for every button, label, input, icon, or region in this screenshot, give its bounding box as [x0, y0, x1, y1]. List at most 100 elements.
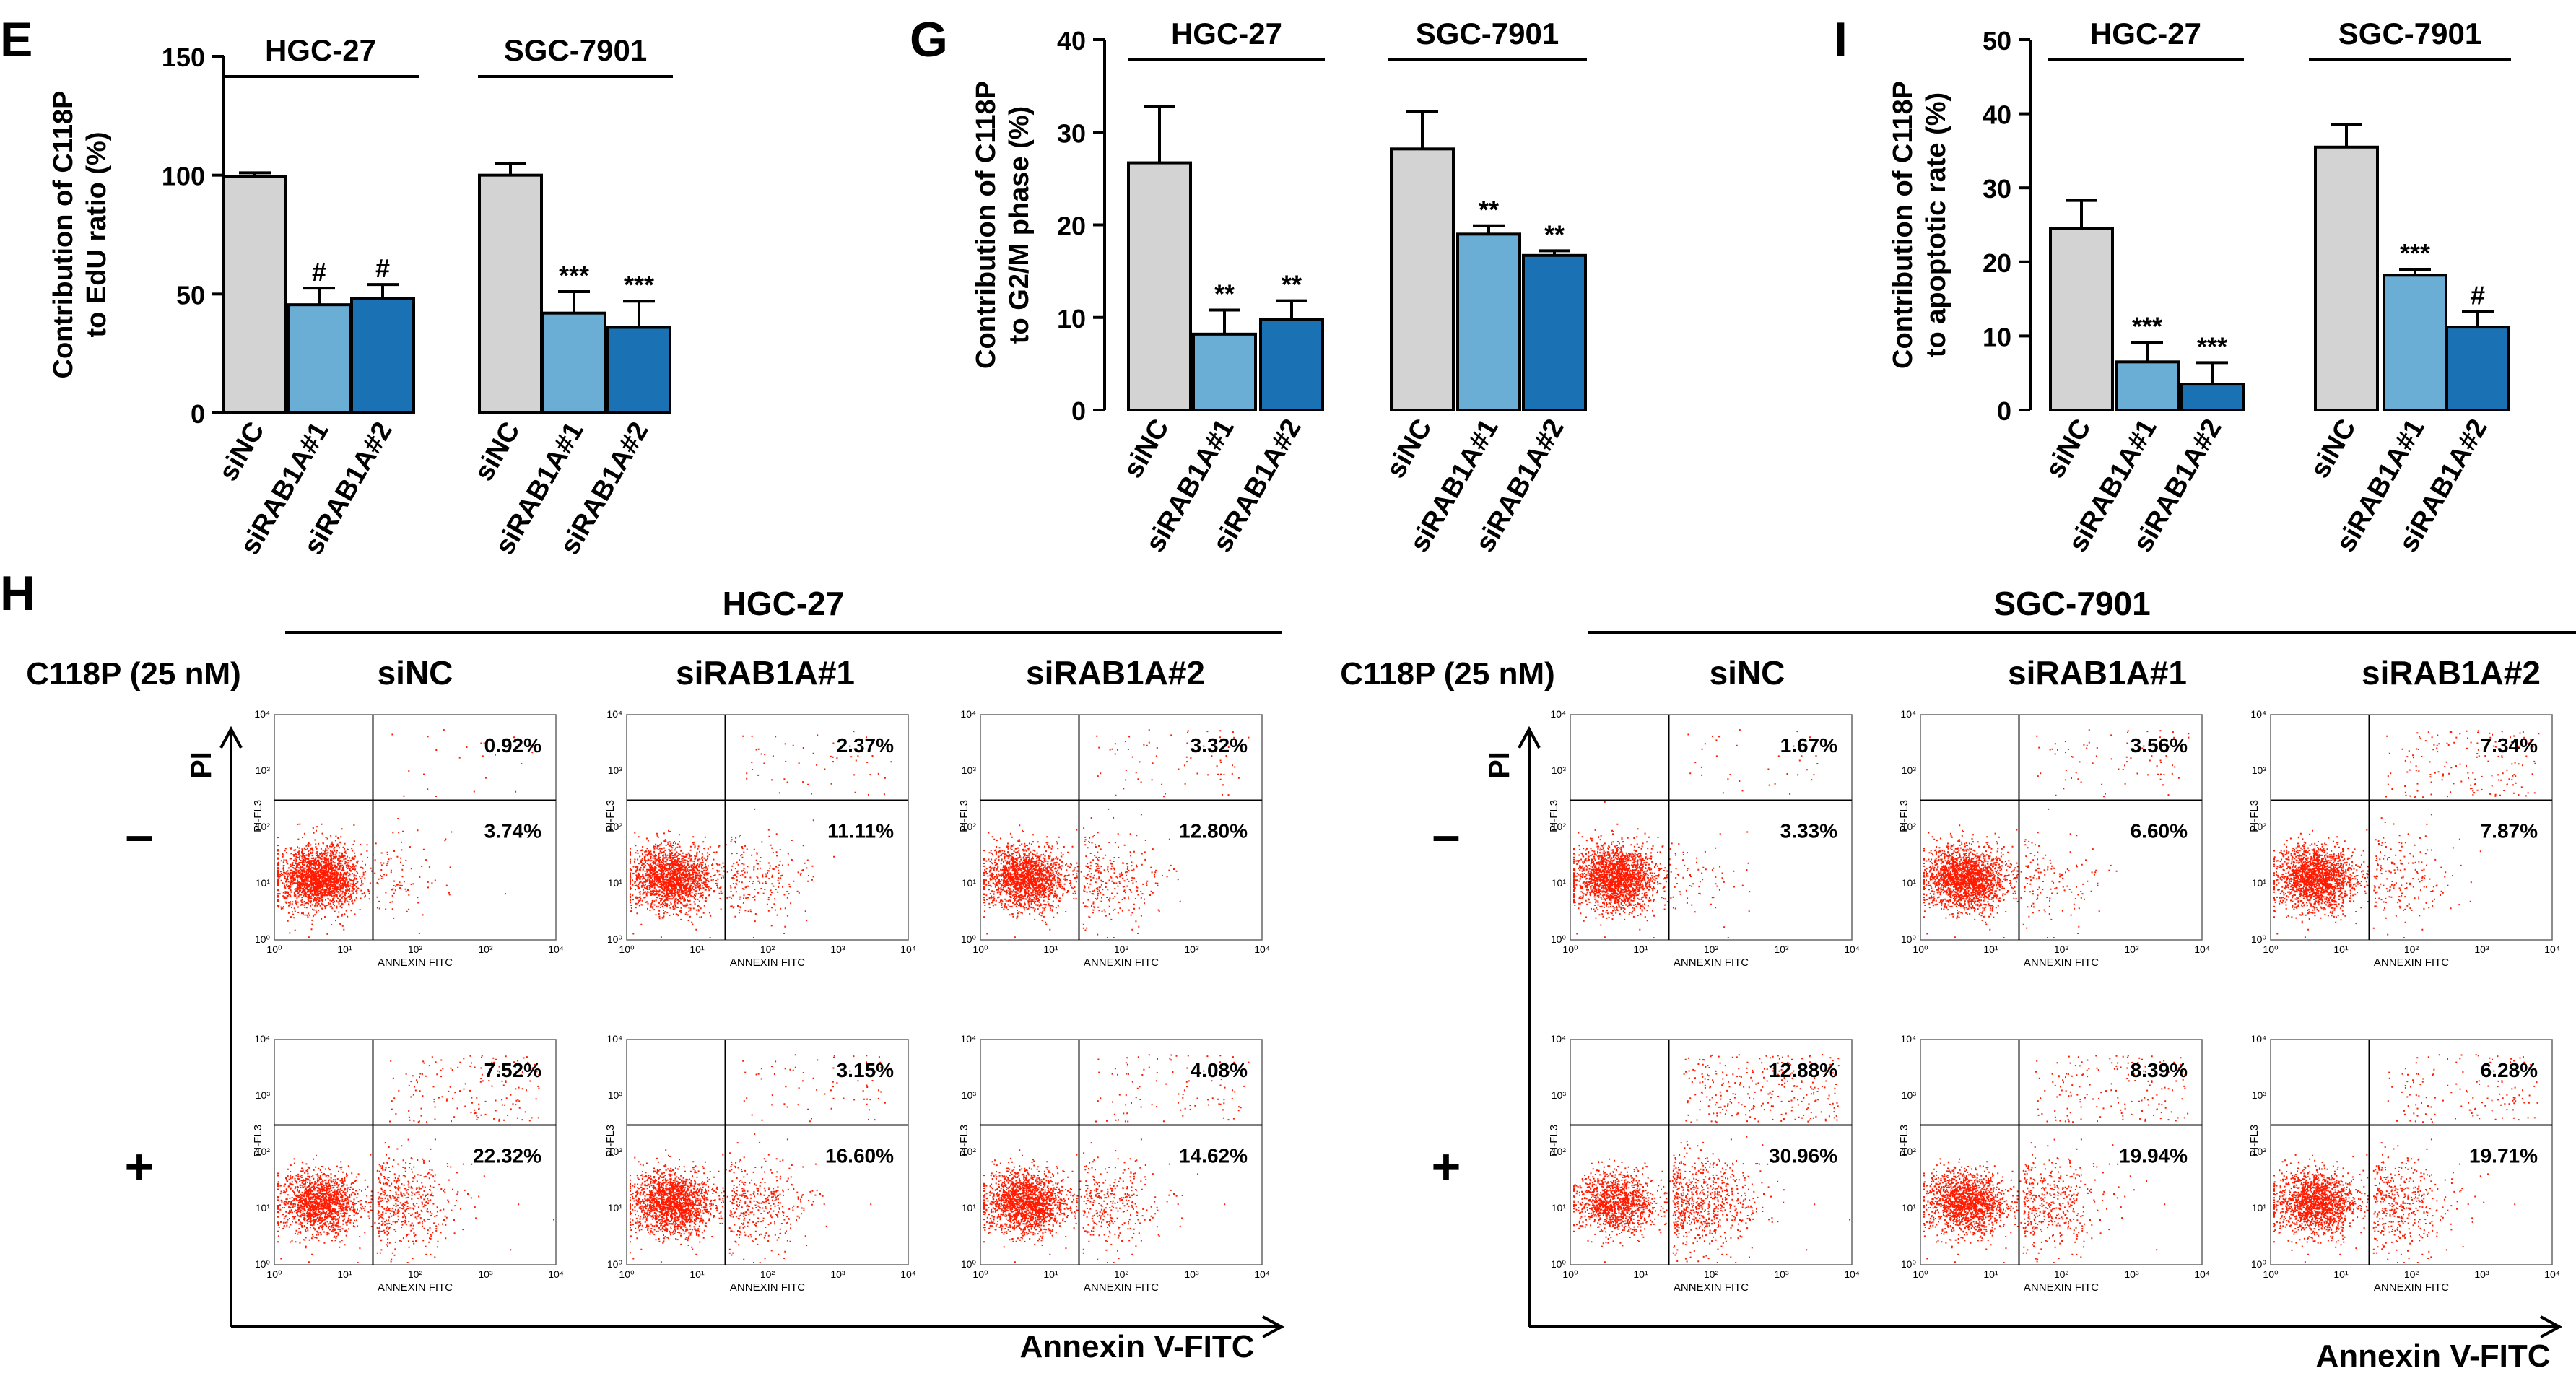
mini-y-tick: 10⁰: [2251, 933, 2267, 945]
mini-y-tick: 10⁰: [1551, 1258, 1567, 1270]
mini-y-label: PI-FL3: [604, 800, 617, 832]
mini-x-tick: 10³: [830, 944, 845, 955]
mini-y-tick: 10¹: [1902, 1202, 1917, 1214]
mini-y-tick: 10¹: [962, 1202, 977, 1214]
annexin-axis-label: Annexin V-FITC: [1019, 1329, 1254, 1364]
mini-x-tick: 10⁴: [2544, 944, 2560, 955]
mini-x-label: ANNEXIN FITC: [2024, 1281, 2099, 1294]
mini-x-tick: 10⁰: [2263, 944, 2279, 955]
scatter-frame: [274, 1039, 557, 1265]
column-label: siRAB1A#2: [2362, 654, 2541, 692]
mini-y-tick: 10²: [962, 821, 977, 832]
upper-right-percent: 8.39%: [2131, 1059, 2188, 1081]
significance-label: ***: [2132, 312, 2162, 341]
row-sign: +: [125, 1138, 155, 1195]
mini-x-tick: 10²: [1704, 944, 1719, 955]
mini-y-tick: 10⁴: [1550, 708, 1566, 720]
mini-x-tick: 10⁰: [266, 1268, 282, 1280]
category-label: siNC: [469, 417, 526, 487]
mini-x-tick: 10¹: [1633, 944, 1648, 955]
mini-x-label: ANNEXIN FITC: [1674, 1281, 1749, 1294]
panel-letter-h: H: [0, 566, 35, 621]
significance-label: **: [1214, 279, 1235, 308]
mini-x-label: ANNEXIN FITC: [378, 1281, 453, 1294]
significance-label: ***: [2197, 331, 2227, 361]
category-label: siNC: [2040, 414, 2097, 484]
bar: [1522, 253, 1587, 412]
y-tick-label: 0: [1071, 396, 1086, 426]
mini-y-tick: 10⁰: [2251, 1258, 2267, 1270]
mini-y-tick: 10⁰: [1901, 1258, 1917, 1270]
upper-right-percent: 12.88%: [1769, 1059, 1837, 1081]
mini-y-tick: 10⁴: [960, 708, 976, 720]
cell-line-block: HGC-27 C118P (25 nM) siNC siRAB1A#1 siRAB1A#…: [26, 585, 1285, 1364]
mini-x-tick: 10⁰: [1562, 944, 1578, 955]
mini-x-tick: 10³: [1184, 944, 1199, 955]
mini-x-tick: 10²: [760, 1268, 775, 1280]
mini-y-tick: 10²: [962, 1146, 977, 1157]
mini-y-tick: 10⁴: [960, 1033, 976, 1045]
mini-x-label: ANNEXIN FITC: [2024, 957, 2099, 969]
mini-x-label: ANNEXIN FITC: [1084, 1281, 1159, 1294]
mini-y-tick: 10¹: [2252, 877, 2267, 889]
mini-x-tick: 10⁰: [1913, 1268, 1928, 1280]
mini-x-tick: 10³: [478, 944, 493, 955]
row-sign: –: [1432, 806, 1461, 863]
bar: [606, 326, 671, 414]
bar: [1127, 161, 1192, 411]
mini-y-tick: 10⁴: [1900, 1033, 1916, 1045]
arrow-up-icon: [1518, 726, 1541, 749]
scatter-dots: [983, 1054, 1250, 1263]
mini-y-tick: 10⁰: [607, 933, 623, 945]
bar: [1456, 232, 1521, 412]
mini-x-tick: 10⁴: [1254, 1268, 1270, 1280]
mini-y-tick: 10²: [1902, 821, 1917, 832]
mini-x-tick: 10³: [1774, 1268, 1789, 1280]
mini-x-label: ANNEXIN FITC: [1674, 957, 1749, 969]
mini-y-tick: 10¹: [256, 877, 271, 889]
mini-y-tick: 10⁰: [255, 1258, 271, 1270]
group-label: SGC-7901: [1416, 17, 1559, 51]
upper-right-percent: 3.32%: [1191, 734, 1248, 757]
bar: [478, 173, 543, 415]
bar: [2383, 274, 2447, 411]
y-tick-label: 100: [162, 162, 205, 191]
scatter-frame: [2270, 714, 2553, 941]
lower-right-percent: 14.62%: [1179, 1145, 1248, 1167]
category-label: siNC: [1118, 414, 1175, 484]
significance-label: **: [1479, 195, 1499, 225]
scatter-dots: [1573, 1054, 1850, 1263]
bar: [1390, 147, 1455, 412]
upper-right-percent: 1.67%: [1780, 734, 1837, 757]
lower-right-percent: 19.71%: [2469, 1145, 2538, 1167]
lower-right-percent: 19.94%: [2119, 1145, 2188, 1167]
y-tick-label: 40: [1057, 26, 1086, 56]
mini-x-tick: 10⁰: [1913, 944, 1928, 955]
mini-x-tick: 10⁴: [1254, 944, 1270, 955]
mini-x-tick: 10¹: [1983, 1268, 1998, 1280]
significance-label: ***: [2400, 238, 2430, 268]
mini-x-tick: 10⁰: [972, 1268, 988, 1280]
significance-label: ***: [559, 261, 589, 290]
mini-y-tick: 10³: [962, 764, 977, 776]
mini-x-tick: 10²: [408, 944, 423, 955]
mini-x-tick: 10²: [2054, 1268, 2069, 1280]
group-label: HGC-27: [2090, 17, 2201, 51]
y-axis-label: Contribution of C118P: [971, 81, 1001, 369]
mini-y-tick: 10⁰: [255, 933, 271, 945]
mini-y-tick: 10¹: [1902, 877, 1917, 889]
mini-y-tick: 10²: [2252, 821, 2267, 832]
mini-y-tick: 10⁴: [606, 708, 622, 720]
scatter-dots: [277, 729, 534, 938]
bar: [2115, 360, 2180, 411]
y-axis-label: to apoptotic rate (%): [1921, 92, 1951, 357]
scatter-dots: [1923, 729, 2190, 938]
mini-x-tick: 10⁰: [2263, 1268, 2279, 1280]
upper-right-percent: 4.08%: [1191, 1059, 1248, 1081]
column-label: siNC: [1710, 654, 1785, 692]
mini-x-tick: 10³: [830, 1268, 845, 1280]
mini-x-tick: 10²: [1114, 944, 1129, 955]
bar-chart-g: 0 10 20 30 40 Contribution of C118P to G2/M ph…: [971, 17, 1587, 557]
